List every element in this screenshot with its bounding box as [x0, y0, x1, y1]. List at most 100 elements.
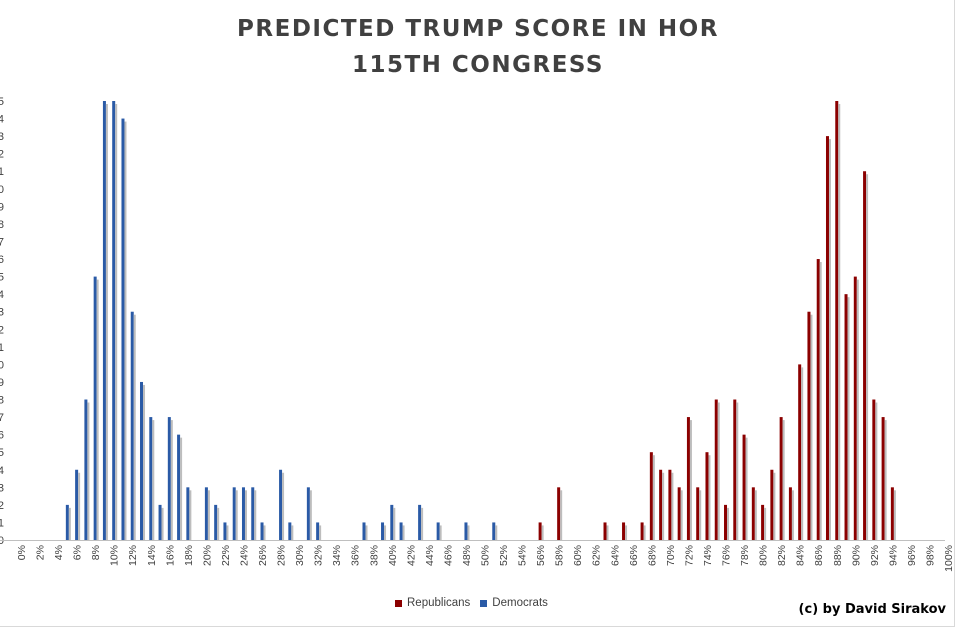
- bar-democrats: [158, 504, 162, 540]
- bar-shadow: [866, 174, 869, 541]
- y-tick-label: 11: [0, 342, 4, 354]
- bar-shadow: [680, 490, 683, 540]
- x-tick-label: 34%: [331, 545, 343, 566]
- bar-shadow: [78, 472, 81, 540]
- bar-shadow: [819, 262, 822, 540]
- legend-item-republicans: Republicans: [395, 597, 470, 609]
- x-tick-label: 58%: [554, 545, 566, 566]
- y-tick-label: 10: [0, 359, 4, 371]
- bar-republicans: [816, 259, 820, 540]
- y-tick-label: 9: [0, 377, 4, 389]
- x-tick-label: 78%: [739, 545, 751, 566]
- x-tick-label: 68%: [646, 545, 658, 566]
- y-tick-label: 5: [0, 447, 4, 459]
- bar-shadow: [560, 490, 563, 540]
- bar-republicans: [881, 417, 885, 540]
- bar-republicans: [640, 522, 644, 540]
- bar-shadow: [699, 490, 702, 540]
- bar-shadow: [115, 104, 118, 540]
- y-tick-label: 20: [0, 184, 4, 196]
- x-tick-label: 26%: [257, 545, 269, 566]
- bar-shadow: [708, 455, 711, 540]
- bar-republicans: [853, 276, 857, 540]
- x-tick-label: 74%: [702, 545, 714, 566]
- bar-republicans: [724, 504, 728, 540]
- bar-series: [65, 101, 896, 541]
- bar-shadow: [893, 490, 896, 540]
- bar-republicans: [705, 452, 709, 540]
- y-tick-label: 12: [0, 324, 4, 336]
- y-tick-label: 18: [0, 219, 4, 231]
- x-tick-label: 4%: [53, 545, 65, 560]
- x-tick-label: 30%: [294, 545, 306, 566]
- bar-shadow: [745, 437, 748, 540]
- bar-shadow: [87, 402, 90, 540]
- bar-shadow: [773, 472, 776, 540]
- bar-democrats: [65, 504, 69, 540]
- y-tick-label: 2: [0, 500, 4, 512]
- bar-republicans: [798, 364, 802, 540]
- bar-republicans: [751, 487, 755, 540]
- bar-shadow: [856, 279, 859, 540]
- bar-republicans: [686, 417, 690, 540]
- legend-swatch-republicans: [395, 599, 402, 607]
- y-tick-label: 24: [0, 114, 4, 126]
- bar-shadow: [652, 455, 655, 540]
- bar-republicans: [696, 487, 700, 540]
- x-tick-label: 6%: [72, 545, 84, 560]
- x-tick-label: 2%: [35, 545, 47, 560]
- bar-republicans: [742, 434, 746, 540]
- bar-shadow: [244, 490, 247, 540]
- bar-democrats: [140, 381, 144, 540]
- bar-shadow: [606, 525, 609, 540]
- bar-shadow: [847, 297, 850, 540]
- bar-democrats: [260, 522, 264, 540]
- x-tick-label: 72%: [683, 545, 695, 566]
- x-axis-tick-labels: 0% 2% 4% 6% 8% 10% 12% 14% 16% 18% 20% 22% 24% 26% 28%…: [16, 545, 955, 572]
- bar-shadow: [161, 507, 164, 540]
- bar-shadow: [541, 525, 544, 540]
- legend-item-democrats: Democrats: [480, 597, 548, 609]
- x-tick-label: 50%: [480, 545, 492, 566]
- bar-republicans: [779, 417, 783, 540]
- bar-shadow: [782, 420, 785, 540]
- bar-shadow: [643, 525, 646, 540]
- bar-shadow: [319, 525, 322, 540]
- bar-shadow: [143, 384, 146, 540]
- x-tick-label: 88%: [832, 545, 844, 566]
- bar-shadow: [282, 472, 285, 540]
- x-tick-label: 56%: [535, 545, 547, 566]
- bar-shadow: [727, 507, 730, 540]
- x-tick-label: 76%: [721, 545, 733, 566]
- x-tick-label: 96%: [906, 545, 918, 566]
- bar-shadow: [689, 420, 692, 540]
- bar-republicans: [622, 522, 626, 540]
- bar-shadow: [105, 104, 108, 540]
- bar-democrats: [418, 504, 422, 540]
- bar-democrats: [362, 522, 366, 540]
- bar-shadow: [170, 420, 173, 540]
- bar-shadow: [838, 104, 841, 540]
- bar-shadow: [384, 525, 387, 540]
- legend-label-democrats: Democrats: [492, 597, 548, 609]
- chart-title-line-1: PREDICTED TRUMP SCORE IN HOR: [237, 16, 719, 42]
- x-tick-label: 42%: [405, 545, 417, 566]
- x-tick-label: 100%: [943, 545, 955, 572]
- bar-shadow: [226, 525, 229, 540]
- bar-shadow: [254, 490, 257, 540]
- bar-republicans: [668, 469, 672, 540]
- y-tick-label: 4: [0, 465, 4, 477]
- bar-democrats: [288, 522, 292, 540]
- x-tick-label: 22%: [220, 545, 232, 566]
- bar-shadow: [439, 525, 442, 540]
- x-tick-label: 60%: [572, 545, 584, 566]
- x-tick-label: 32%: [313, 545, 325, 566]
- y-tick-label: 13: [0, 307, 4, 319]
- legend: Republicans Democrats: [395, 597, 558, 609]
- bar-shadow: [625, 525, 628, 540]
- bar-shadow: [801, 367, 804, 540]
- bar-shadow: [467, 525, 470, 540]
- x-tick-label: 20%: [201, 545, 213, 566]
- x-tick-label: 54%: [517, 545, 529, 566]
